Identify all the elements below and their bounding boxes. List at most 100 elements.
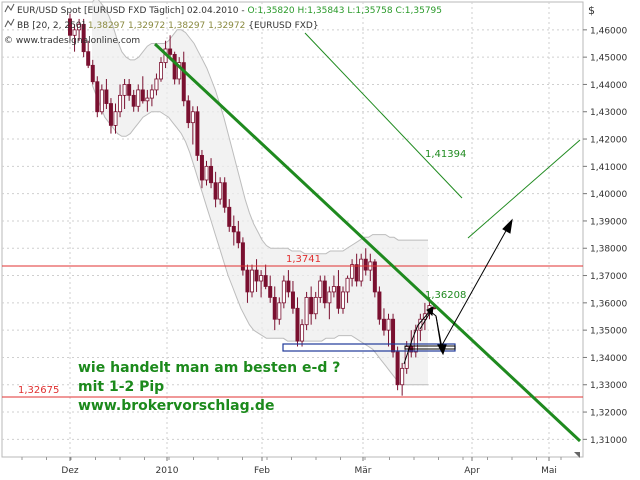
candle-body [354, 264, 359, 282]
x-tick-label: Mär [355, 466, 372, 476]
candle-body [268, 286, 273, 298]
x-tick-label: 2010 [156, 466, 179, 476]
header-bb-values: 1,38297 1,32972 1,38297 1,32972 [88, 21, 248, 31]
y-axis: 1,46000 1,45000 1,44000 1,43000 1,42000 1,410… [583, 26, 627, 446]
candle-body [209, 165, 214, 184]
upper-channel-line [304, 32, 463, 199]
candle-body [286, 280, 291, 293]
candle-body [186, 100, 191, 124]
comment-line-3: www.brokervorschlag.de [78, 398, 274, 414]
bands-icon [4, 18, 15, 28]
candle-body [145, 97, 150, 102]
y-tick-label: 1,35000 [590, 327, 627, 337]
line-chart-icon [4, 3, 15, 13]
candle-body [168, 48, 173, 55]
candle-body [108, 103, 113, 126]
y-tick-label: 1,43000 [590, 108, 627, 118]
candle-body [122, 84, 127, 96]
chart-header: EUR/USD Spot [EURUSD FXD Täglich] 02.04.… [4, 3, 442, 46]
candle-body [227, 206, 232, 227]
candle-body [300, 324, 305, 342]
y-tick-label: 1,38000 [590, 245, 627, 255]
candle-body [363, 258, 368, 271]
candle-body [140, 89, 145, 102]
candle-body [304, 296, 309, 326]
y-tick-label: 1,34000 [590, 354, 627, 364]
header-line1: EUR/USD Spot [EURUSD FXD Täglich] 02.04.… [17, 6, 442, 16]
candle-body [154, 78, 159, 91]
y-tick-label: 1,32000 [590, 409, 627, 419]
candle-body [331, 286, 336, 293]
bollinger-lower-line [91, 84, 428, 386]
y-tick-label: 1,31000 [590, 436, 627, 446]
bollinger-upper-line [91, 0, 428, 255]
y-tick-label: 1,39000 [590, 217, 627, 227]
x-tick-label: Apr [464, 466, 480, 476]
projection-arrows [403, 218, 513, 365]
candle-body [213, 182, 218, 200]
candle-body [231, 226, 236, 233]
arrow-to-zone [435, 315, 443, 349]
candle-body [340, 291, 345, 309]
candle-body [381, 318, 386, 331]
candle-body [259, 275, 264, 282]
arrow-head-up [502, 218, 513, 234]
label-13741: 1,3741 [286, 254, 321, 265]
candle-body [318, 280, 323, 298]
scroll-right-icon[interactable] [574, 452, 580, 458]
candle-body [77, 23, 82, 31]
candle-body [295, 307, 300, 342]
candle-body [249, 269, 254, 293]
bollinger-fill [92, 0, 428, 385]
candle-body [391, 318, 396, 353]
candle-body [86, 51, 91, 66]
candle-body [99, 89, 104, 113]
candle-body [345, 277, 350, 293]
candle-body [245, 269, 250, 293]
y-tick-label: 1,37000 [590, 272, 627, 282]
candle-body [131, 94, 136, 107]
candle-body [309, 296, 314, 315]
comment-line-1: wie handelt man am besten e-d ? [78, 360, 340, 376]
candle-body [190, 111, 195, 124]
candle-body [359, 258, 364, 282]
candle-body [290, 291, 295, 309]
candle-body [104, 89, 109, 104]
comment-line-2: mit 1-2 Pip [78, 379, 164, 395]
y-tick-label: 1,36000 [590, 299, 627, 309]
arrow-left [419, 310, 432, 330]
x-tick-label: Mai [541, 466, 557, 476]
candle-body [400, 367, 405, 386]
arrow-head-down [437, 344, 447, 356]
candle-body [127, 84, 132, 96]
x-tick-label: Dez [61, 466, 78, 476]
y-tick-label: 1,46000 [590, 26, 627, 36]
candle-body [240, 242, 245, 271]
y-tick-label: 1,33000 [590, 381, 627, 391]
candle-body [149, 89, 154, 99]
header-symbol: EUR/USD Spot [EURUSD FXD Täglich] 02.04.… [17, 6, 247, 16]
candle-body [277, 302, 282, 320]
candle-body [172, 54, 177, 80]
label-141394: 1,41394 [425, 149, 466, 160]
x-tick-label: Feb [254, 466, 270, 476]
x-axis: Dez 2010 Feb Mär Apr Mai [21, 457, 562, 476]
label-136208: 1,36208 [425, 290, 466, 301]
arrow-head-left [426, 306, 434, 317]
candle-body [72, 29, 77, 36]
header-ohlc: O:1,35820 H:1,35843 L:1,35758 C:1,35795 [247, 6, 442, 16]
candle-body [263, 275, 268, 287]
candle-body [222, 182, 227, 208]
candle-body [281, 280, 286, 304]
candle-body [158, 62, 163, 80]
candle-body [81, 23, 86, 53]
candle-body [272, 296, 277, 320]
candle-body [95, 81, 100, 113]
candle-body [322, 280, 327, 304]
currency-symbol: $ [588, 4, 595, 17]
rising-channel-line [467, 139, 581, 239]
candle-body [377, 291, 382, 320]
bollinger-bands [91, 0, 428, 386]
candle-body [336, 286, 341, 309]
y-tick-label: 1,45000 [590, 54, 627, 64]
